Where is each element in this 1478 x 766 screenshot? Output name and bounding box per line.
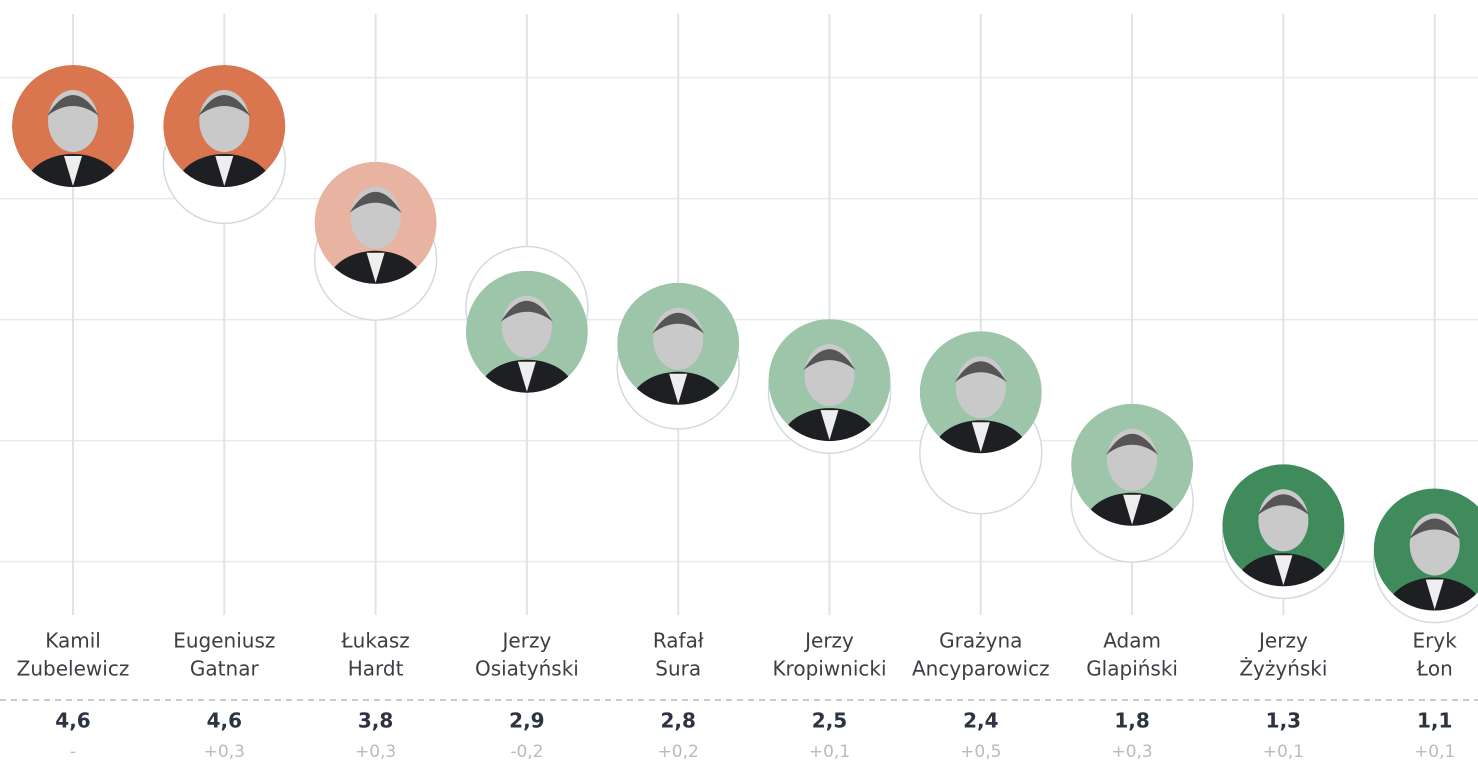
name-last: Żyżyński <box>1239 657 1327 681</box>
name-last: Kropiwnicki <box>772 657 886 681</box>
value-label: 4,6 <box>55 709 90 733</box>
name-last: Zubelewicz <box>17 657 130 681</box>
name-first: Jerzy <box>803 629 854 653</box>
change-label: +0,1 <box>809 742 850 762</box>
change-label: -0,2 <box>510 742 543 762</box>
change-label: +0,2 <box>658 742 699 762</box>
value-label: 2,5 <box>812 709 847 733</box>
name-first: Grażyna <box>939 629 1022 653</box>
name-first: Adam <box>1103 629 1161 653</box>
value-label: 1,8 <box>1114 709 1149 733</box>
name-first: Eryk <box>1413 629 1458 653</box>
change-label: +0,3 <box>204 742 245 762</box>
name-last: Gatnar <box>190 657 260 681</box>
change-label: - <box>70 742 76 762</box>
name-last: Hardt <box>348 657 404 681</box>
change-label: +0,1 <box>1414 742 1455 762</box>
name-first: Kamil <box>45 629 101 653</box>
name-last: Osiatyński <box>475 657 579 681</box>
change-label: +0,1 <box>1263 742 1304 762</box>
change-label: +0,3 <box>1111 742 1152 762</box>
name-first: Eugeniusz <box>173 629 275 653</box>
chart: Kamil Zubelewicz 4,6 - Eugeniusz Gatnar 4,6 +0,… <box>0 0 1478 766</box>
change-label: +0,3 <box>355 742 396 762</box>
value-label: 3,8 <box>358 709 393 733</box>
value-label: 2,9 <box>509 709 544 733</box>
value-label: 2,4 <box>963 709 998 733</box>
name-last: Łon <box>1416 657 1453 681</box>
value-label: 1,1 <box>1417 709 1452 733</box>
name-first: Łukasz <box>340 629 409 653</box>
name-first: Jerzy <box>501 629 552 653</box>
name-last: Glapiński <box>1086 657 1178 681</box>
value-label: 1,3 <box>1266 709 1301 733</box>
name-first: Rafał <box>653 629 704 653</box>
value-label: 4,6 <box>207 709 242 733</box>
name-last: Sura <box>655 657 701 681</box>
value-label: 2,8 <box>660 709 695 733</box>
name-last: Ancyparowicz <box>912 657 1050 681</box>
change-label: +0,5 <box>960 742 1001 762</box>
name-first: Jerzy <box>1257 629 1308 653</box>
